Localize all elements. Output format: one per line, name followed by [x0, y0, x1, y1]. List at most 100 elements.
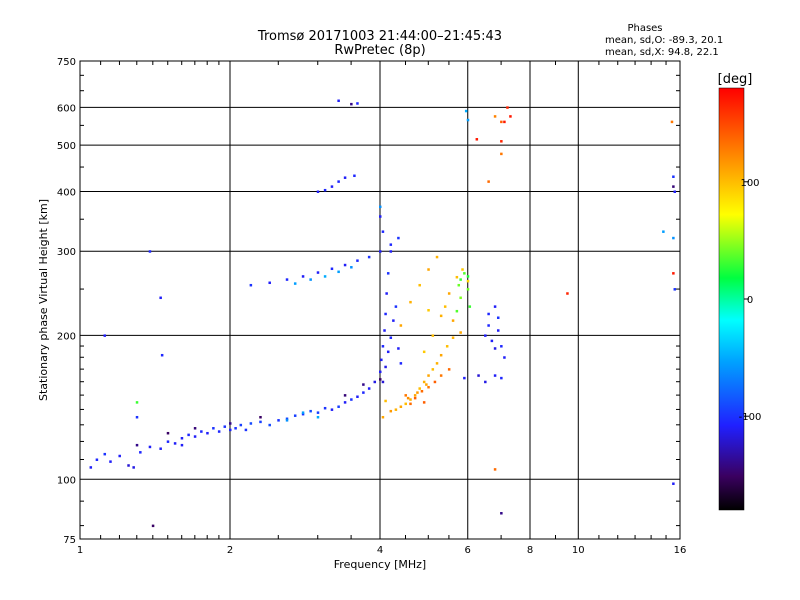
data-point: [509, 115, 512, 118]
stats-line-o: mean, sd,O: -89.3, 20.1: [605, 35, 723, 46]
data-point: [466, 279, 470, 283]
data-point: [673, 190, 677, 193]
data-point: [506, 106, 509, 109]
data-point: [672, 236, 675, 240]
data-point: [323, 188, 327, 192]
data-point: [413, 394, 417, 397]
data-point: [212, 427, 215, 430]
data-point: [447, 368, 451, 371]
data-point: [330, 267, 334, 271]
data-point: [397, 347, 400, 350]
data-point: [109, 460, 112, 463]
data-point: [301, 412, 305, 416]
data-point: [420, 389, 424, 393]
plot-frame: [79, 60, 681, 540]
data-point: [500, 345, 503, 348]
data-point: [672, 175, 675, 178]
chart-title: Tromsø 20171003 21:44:00–21:45:43: [257, 29, 502, 44]
data-point: [500, 376, 503, 380]
data-point: [386, 272, 390, 275]
data-point: [356, 102, 359, 105]
data-point: [416, 391, 419, 394]
x-tick-label: 8: [527, 545, 533, 556]
data-point: [151, 524, 155, 528]
data-point: [356, 395, 359, 398]
data-point: [466, 118, 470, 122]
data-point: [367, 387, 371, 390]
data-point: [433, 380, 437, 384]
data-point: [394, 408, 398, 411]
data-point: [323, 406, 327, 410]
data-point: [379, 205, 382, 209]
data-point: [439, 353, 443, 357]
data-point: [193, 435, 197, 438]
data-point: [455, 275, 459, 279]
data-point: [309, 278, 312, 281]
stats-line-x: mean, sd,X: 94.8, 22.1: [605, 47, 719, 58]
data-point: [383, 329, 386, 332]
data-point: [160, 353, 164, 357]
data-point: [244, 428, 248, 432]
data-point: [362, 383, 365, 386]
data-point: [180, 436, 184, 440]
data-point: [385, 292, 388, 295]
y-tick-label: 750: [57, 57, 76, 68]
data-point: [493, 468, 497, 471]
data-point: [159, 447, 162, 450]
data-point: [384, 365, 387, 369]
data-point: [457, 283, 461, 287]
data-point: [229, 428, 232, 432]
data-point: [672, 272, 675, 275]
data-point: [103, 452, 107, 456]
data-point: [399, 405, 403, 408]
data-point: [459, 331, 462, 334]
data-point: [445, 345, 449, 348]
data-point: [389, 336, 393, 339]
data-point: [447, 292, 451, 295]
data-point: [132, 466, 135, 469]
data-point: [148, 250, 152, 253]
data-point: [394, 305, 398, 308]
data-point: [422, 401, 426, 404]
data-point: [118, 454, 121, 458]
data-point: [427, 309, 430, 312]
data-point: [672, 185, 675, 188]
data-point: [135, 415, 139, 419]
data-point: [487, 312, 490, 316]
data-point: [193, 427, 197, 430]
data-point: [135, 401, 139, 404]
data-point: [380, 358, 383, 362]
data-point: [389, 409, 393, 413]
data-point: [413, 396, 417, 400]
data-point: [381, 345, 385, 348]
data-point: [356, 259, 359, 262]
x-tick-label: 16: [674, 545, 687, 556]
data-point: [337, 180, 340, 183]
data-point: [484, 334, 487, 337]
data-point: [316, 411, 320, 414]
data-point: [672, 482, 675, 485]
colorbar-tick-label: 0: [747, 295, 753, 306]
data-point: [379, 370, 382, 374]
colorbar: [718, 87, 745, 511]
data-point: [431, 334, 435, 337]
data-point: [337, 405, 340, 408]
data-point: [350, 398, 353, 401]
data-point: [487, 324, 490, 327]
data-point: [493, 374, 497, 377]
data-point: [490, 339, 494, 343]
data-point: [475, 138, 479, 141]
data-point: [422, 380, 426, 384]
data-point: [135, 443, 139, 447]
data-point: [293, 414, 297, 417]
data-point: [301, 275, 305, 278]
data-point: [435, 362, 439, 365]
y-tick-label: 300: [57, 247, 76, 258]
y-tick-label: 600: [57, 103, 76, 114]
data-point: [301, 411, 305, 414]
data-point: [566, 292, 569, 295]
data-point: [389, 250, 393, 253]
data-point: [249, 283, 253, 287]
x-tick-label: 6: [465, 545, 471, 556]
data-point: [379, 378, 382, 381]
